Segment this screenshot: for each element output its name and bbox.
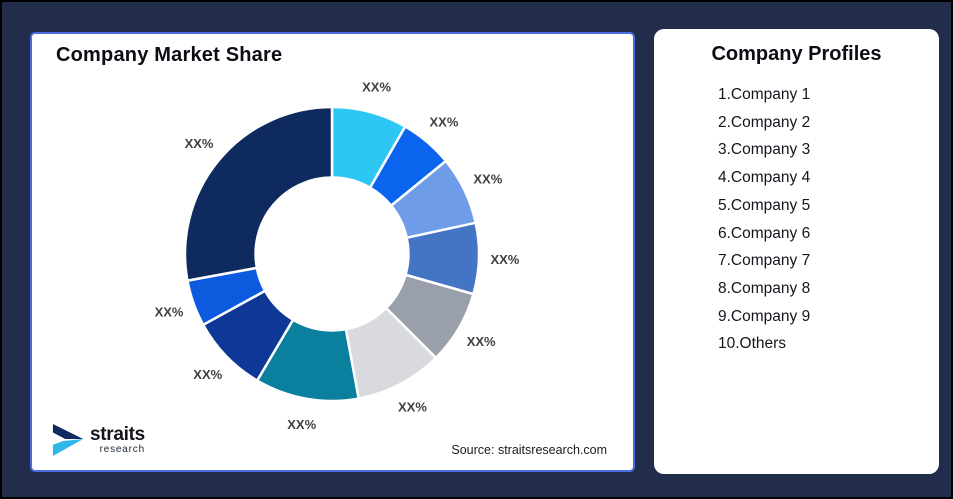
profile-list-item: 7.Company 7 [718,252,811,270]
donut-chart: XX% XX% XX% XX% XX% XX% XX% XX% XX% XX% [155,79,520,432]
segment-label: XX% [193,367,222,382]
profile-list-item: 10.Others [718,335,787,353]
logo-mark-cyan-shape [52,439,84,457]
logo-text: straits research [90,425,145,455]
donut-segment [183,105,334,282]
segment-label: XX% [473,171,502,186]
segment-label: XX% [362,79,391,94]
profile-list-item: 4.Company 4 [718,169,811,187]
profiles-title: Company Profiles [711,43,882,65]
profile-list-item: 3.Company 3 [718,141,811,159]
logo-sub-text: research [99,444,145,455]
logo-mark-navy-shape [52,423,84,440]
profile-list-item: 6.Company 6 [718,224,811,242]
segment-label: XX% [490,252,519,267]
straits-research-logo: straits research [52,422,145,458]
logo-brand-text: straits [90,424,145,445]
company-profiles-card: Company Profiles 1.Company 1 2.Company 2 3… [654,29,939,474]
source-note: Source: straitsresearch.com [451,443,607,457]
profile-list-item: 8.Company 8 [718,279,811,297]
profiles-list: 1.Company 1 2.Company 2 3.Company 3 4.Compa… [718,81,939,358]
segment-label: XX% [155,305,184,320]
segment-label: XX% [287,417,316,432]
segment-label: XX% [185,136,214,151]
market-share-card: XX% XX% XX% XX% XX% XX% XX% XX% XX% XX% Company M… [30,32,635,472]
segment-label: XX% [398,400,427,415]
chart-title: Company Market Share [56,44,283,66]
profile-list-item: 9.Company 9 [718,307,811,325]
profile-list-item: 1.Company 1 [718,86,811,103]
segment-label: XX% [429,115,458,130]
logo-mark-icon [52,423,84,457]
profile-list-item: 2.Company 2 [718,113,811,131]
segment-label: XX% [467,334,496,349]
profile-list-item: 5.Company 5 [718,196,811,214]
